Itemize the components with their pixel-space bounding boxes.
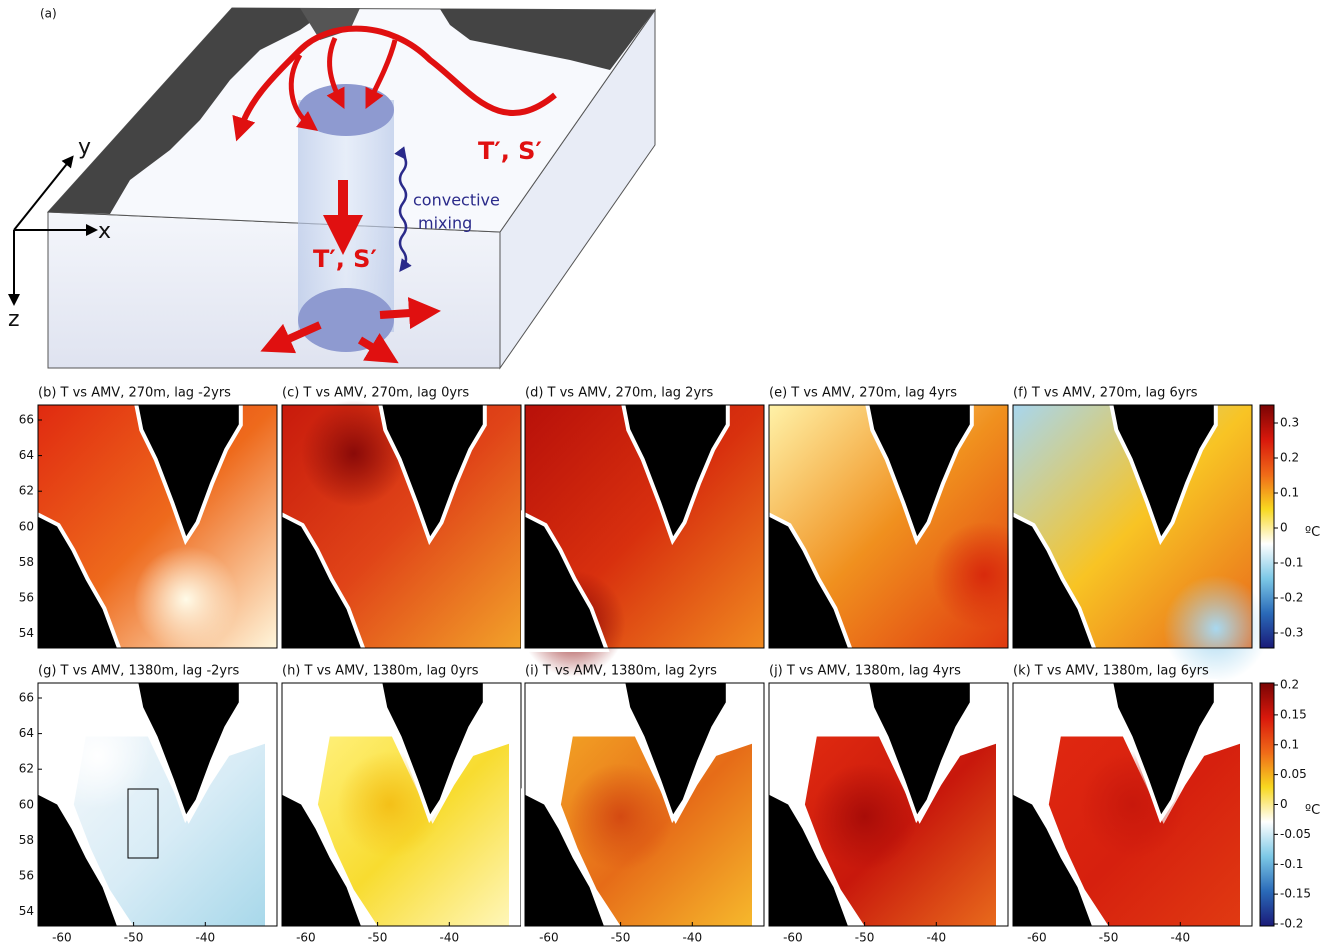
- y-tick-label: 62: [19, 762, 34, 776]
- y-tick-label: 56: [19, 869, 34, 883]
- y-tick-label: 58: [19, 833, 34, 847]
- x-tick-label: -60: [1027, 931, 1047, 945]
- surface-label: T′, S′: [478, 137, 542, 165]
- colorbar-tick-label: 0.2: [1280, 451, 1299, 465]
- colorbar-tick-label: -0.2: [1280, 591, 1303, 605]
- y-tick-label: 62: [19, 484, 34, 498]
- axis-label: z: [8, 307, 20, 332]
- figure: (a) convective mixing T′, S′ T′, S′ y x …: [0, 0, 1333, 947]
- colorbar-unit: ºC: [1305, 803, 1320, 818]
- page: (a) convective mixing T′, S′ T′, S′ y x …: [0, 0, 1333, 947]
- panel-title: (j) T vs AMV, 1380m, lag 4yrs: [769, 664, 961, 679]
- arrow: [380, 312, 425, 315]
- x-tick-label: -50: [124, 931, 144, 945]
- panel-title: (k) T vs AMV, 1380m, lag 6yrs: [1013, 664, 1209, 679]
- x-tick-label: -40: [682, 931, 702, 945]
- panel-label: (a): [40, 7, 57, 21]
- x-tick-label: -50: [1099, 931, 1119, 945]
- x-tick-label: -40: [1170, 931, 1190, 945]
- x-tick-label: -50: [855, 931, 875, 945]
- y-tick-label: 54: [19, 626, 34, 640]
- x-tick-label: -60: [52, 931, 72, 945]
- box-front: [48, 212, 500, 368]
- panel-title: (f) T vs AMV, 270m, lag 6yrs: [1013, 386, 1198, 401]
- x-tick-label: -60: [783, 931, 803, 945]
- map-anomaly: [134, 546, 239, 653]
- map-anomaly: [45, 702, 150, 809]
- y-tick-label: 64: [19, 448, 34, 462]
- deep-label: T′, S′: [313, 245, 377, 273]
- panel-title: (d) T vs AMV, 270m, lag 2yrs: [525, 386, 713, 401]
- colorbar-tick-label: -0.1: [1280, 857, 1303, 871]
- colorbar-tick-label: -0.15: [1280, 887, 1311, 901]
- panel-title: (e) T vs AMV, 270m, lag 4yrs: [769, 386, 957, 401]
- colorbar-tick-label: 0.05: [1280, 767, 1307, 781]
- x-tick-label: -60: [539, 931, 559, 945]
- panel-title: (g) T vs AMV, 1380m, lag -2yrs: [38, 664, 239, 679]
- colorbar-tick-label: -0.1: [1280, 556, 1303, 570]
- x-tick-label: -40: [439, 931, 459, 945]
- panel-title: (c) T vs AMV, 270m, lag 0yrs: [282, 386, 469, 401]
- colorbar-tick-label: 0.1: [1280, 486, 1299, 500]
- y-tick-label: 60: [19, 519, 34, 533]
- y-tick-label: 56: [19, 591, 34, 605]
- panel-title: (i) T vs AMV, 1380m, lag 2yrs: [525, 664, 717, 679]
- colorbar-tick-label: 0.2: [1280, 678, 1299, 692]
- colorbar-tick-label: 0: [1280, 797, 1288, 811]
- colorbar-tick-label: 0.1: [1280, 737, 1299, 751]
- x-tick-label: -40: [195, 931, 215, 945]
- cylinder-bottom: [298, 288, 394, 352]
- x-tick-label: -40: [926, 931, 946, 945]
- y-tick-label: 66: [19, 691, 34, 705]
- colorbar: [1260, 683, 1274, 926]
- x-tick-label: -60: [296, 931, 316, 945]
- panel-title: (b) T vs AMV, 270m, lag -2yrs: [38, 386, 231, 401]
- colorbar-tick-label: 0.3: [1280, 416, 1299, 430]
- colorbar-tick-label: 0.15: [1280, 707, 1307, 721]
- schematic: (a) convective mixing T′, S′ T′, S′ y x …: [8, 7, 655, 369]
- colorbar-tick-label: -0.2: [1280, 917, 1303, 931]
- axis-label: x: [98, 219, 111, 244]
- colorbar-unit: ºC: [1305, 525, 1320, 540]
- colorbar: [1260, 405, 1274, 648]
- x-tick-label: -50: [611, 931, 631, 945]
- y-tick-label: 64: [19, 726, 34, 740]
- panel-title: (h) T vs AMV, 1380m, lag 0yrs: [282, 664, 479, 679]
- axis-label: y: [78, 135, 91, 160]
- colorbar-tick-label: -0.05: [1280, 827, 1311, 841]
- cylinder-top: [298, 84, 394, 136]
- colorbar-tick-label: 0: [1280, 521, 1288, 535]
- y-tick-label: 54: [19, 904, 34, 918]
- mixing-label: mixing: [418, 214, 472, 233]
- y-tick-label: 66: [19, 413, 34, 427]
- y-tick-label: 58: [19, 555, 34, 569]
- y-tick-label: 60: [19, 797, 34, 811]
- mixing-label: convective: [413, 191, 500, 210]
- colorbar-tick-label: -0.3: [1280, 626, 1303, 640]
- x-tick-label: -50: [368, 931, 388, 945]
